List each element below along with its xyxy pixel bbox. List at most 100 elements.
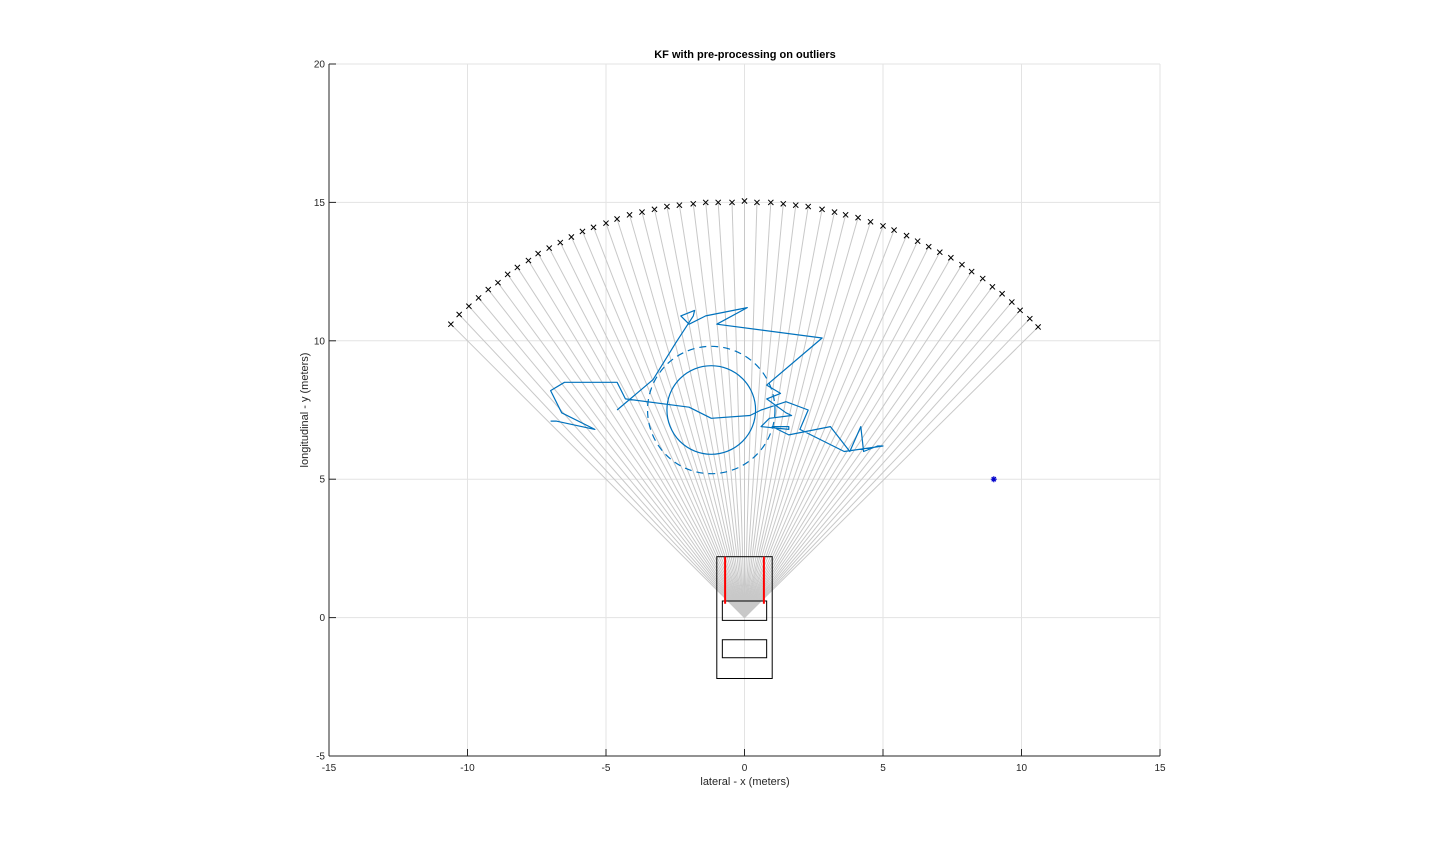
ray-end-marker xyxy=(557,239,564,246)
target-marker xyxy=(990,476,997,483)
ray-end-marker xyxy=(465,303,472,310)
x-tick-label: 5 xyxy=(880,763,886,774)
radar-ray xyxy=(744,229,895,618)
radar-ray xyxy=(559,242,745,618)
estimate-inner-circle xyxy=(666,365,757,455)
x-tick-label: 10 xyxy=(1016,763,1028,774)
y-tick-label: 5 xyxy=(319,475,325,486)
ray-end-marker xyxy=(999,290,1006,297)
radar-ray xyxy=(653,209,745,618)
ray-end-marker xyxy=(475,294,482,301)
ray-end-marker xyxy=(767,199,774,206)
ray-end-marker xyxy=(914,238,921,245)
radar-ray xyxy=(641,211,745,618)
ray-end-marker xyxy=(842,211,849,218)
target-point xyxy=(990,476,997,483)
ray-end-marker xyxy=(447,321,454,328)
ray-end-marker xyxy=(947,254,954,261)
radar-ray xyxy=(731,202,745,618)
radar-ray xyxy=(744,240,919,618)
radar-ray xyxy=(744,225,884,618)
ray-end-marker xyxy=(936,249,943,256)
ray-end-marker xyxy=(546,245,553,252)
radar-ray xyxy=(744,246,930,618)
radar-ray xyxy=(744,221,872,618)
estimate-circles xyxy=(646,345,776,475)
radar-ray xyxy=(744,209,823,618)
radar-ray xyxy=(744,318,1031,618)
x-tick-label: 0 xyxy=(742,763,748,774)
estimate-outer-circle xyxy=(646,345,776,475)
x-axis-label: lateral - x (meters) xyxy=(700,776,789,788)
ray-end-markers xyxy=(447,198,1042,330)
radar-ray xyxy=(705,202,745,618)
radar-ray xyxy=(744,205,797,618)
ray-end-marker xyxy=(626,211,633,218)
radar-ray xyxy=(744,301,1013,618)
ray-end-marker xyxy=(1026,315,1033,322)
radar-ray xyxy=(468,305,745,618)
radar-ray xyxy=(507,274,745,618)
ray-end-marker xyxy=(741,198,748,204)
radar-ray xyxy=(744,203,784,618)
ray-end-marker xyxy=(485,286,492,293)
ray-end-marker xyxy=(891,227,898,234)
ray-end-marker xyxy=(903,232,910,239)
y-tick-label: 10 xyxy=(314,336,326,347)
radar-ray xyxy=(744,286,993,618)
ray-end-marker xyxy=(663,203,670,210)
y-axis-label: longitudinal - y (meters) xyxy=(299,353,311,468)
radar-ray xyxy=(744,326,1039,618)
ray-end-marker xyxy=(715,199,722,206)
ray-end-marker xyxy=(979,275,986,282)
radar-ray xyxy=(744,202,772,618)
ray-end-marker xyxy=(867,218,874,225)
radar-ray xyxy=(678,205,745,618)
radar-ray xyxy=(537,253,745,618)
radar-ray xyxy=(744,214,847,618)
ray-end-marker xyxy=(702,199,709,206)
ray-end-marker xyxy=(831,209,838,216)
ray-end-marker xyxy=(504,271,511,278)
radar-ray xyxy=(744,293,1003,618)
y-tick-label: 20 xyxy=(314,60,326,71)
ray-end-marker xyxy=(989,283,996,290)
x-tick-label: -5 xyxy=(602,763,611,774)
ray-end-marker xyxy=(690,200,697,207)
radar-ray xyxy=(744,202,758,618)
radar-ray xyxy=(692,203,745,618)
vehicle-windshield xyxy=(721,600,768,621)
radar-ray xyxy=(744,206,809,618)
ray-end-marker xyxy=(568,234,575,240)
kf-track-line xyxy=(550,307,884,453)
ray-end-marker xyxy=(1035,324,1042,330)
chart-title: KF with pre-processing on outliers xyxy=(654,49,836,61)
kf-track xyxy=(550,307,884,453)
radar-ray xyxy=(717,202,745,618)
radar-ray xyxy=(487,289,745,618)
radar-ray xyxy=(744,217,859,618)
ray-end-marker xyxy=(925,243,932,250)
ray-end-marker xyxy=(590,224,597,231)
ray-end-marker xyxy=(614,216,621,222)
radar-ray xyxy=(478,297,745,618)
ray-end-marker xyxy=(1017,307,1024,314)
x-tick-label: -10 xyxy=(460,763,475,774)
radar-ray xyxy=(744,251,941,618)
radar-ray xyxy=(450,323,745,618)
ray-end-marker xyxy=(535,250,542,257)
vehicle-body xyxy=(716,556,773,679)
ray-end-marker xyxy=(579,228,586,235)
ray-end-marker xyxy=(651,206,658,213)
ray-end-marker xyxy=(1008,299,1015,306)
ray-end-marker xyxy=(456,311,463,318)
radar-ray xyxy=(744,271,973,618)
radar-rays xyxy=(450,201,1039,618)
radar-ray xyxy=(497,282,745,618)
tick-labels: -15 -10 -5 0 5 10 15 -5 0 5 10 15 20 xyxy=(314,60,1166,775)
ray-end-marker xyxy=(676,202,683,209)
y-tick-label: -5 xyxy=(316,752,325,763)
ray-end-marker xyxy=(525,257,532,264)
radar-ray xyxy=(581,231,745,618)
